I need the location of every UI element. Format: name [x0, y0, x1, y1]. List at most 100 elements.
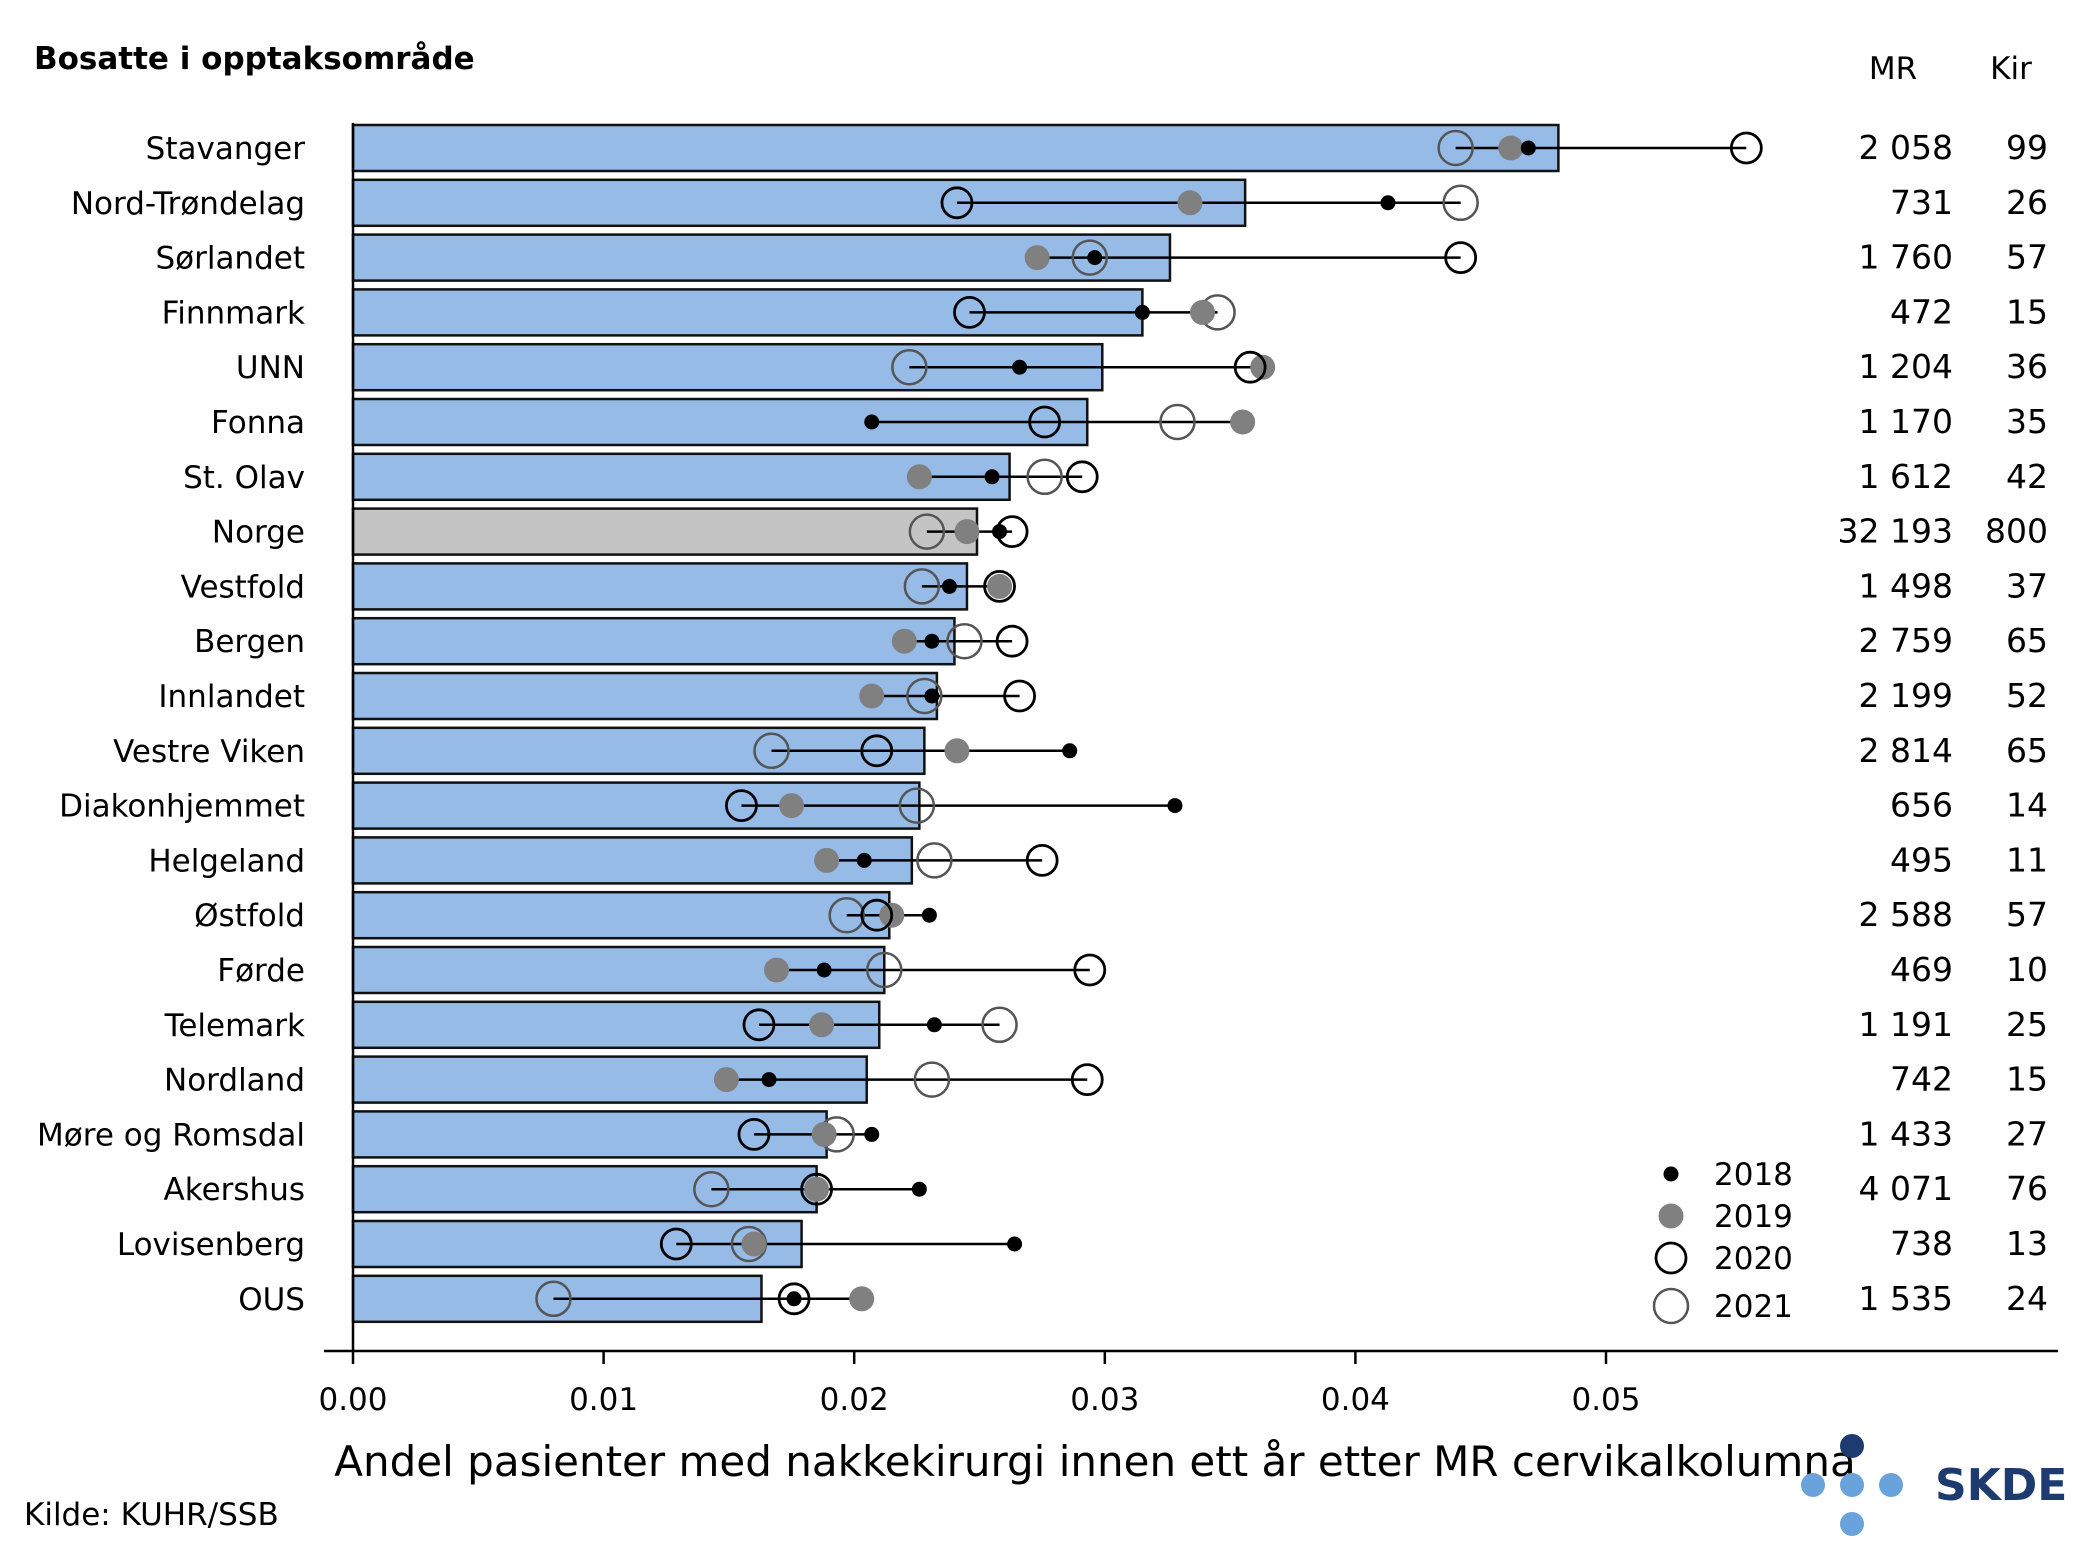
marker-2019-stavanger	[1498, 135, 1524, 161]
x-tick-label-0.01: 0.01	[569, 1382, 638, 1418]
category-label-vestre-viken: Vestre Viken	[113, 734, 305, 770]
mr-count-vestre-viken: 2 814	[1859, 731, 1953, 770]
marker-2018-helgeland	[856, 852, 872, 868]
mr-count-møre-og-romsdal: 1 433	[1859, 1114, 1953, 1153]
marker-2021-vestre-viken	[753, 732, 790, 770]
marker-2018-bergen	[924, 633, 940, 649]
marker-2019-nord-trøndelag	[1177, 190, 1203, 216]
x-tick-label-0.05: 0.05	[1571, 1382, 1640, 1418]
mr-count-helgeland: 495	[1890, 840, 1953, 879]
marker-2019-telemark	[809, 1012, 835, 1038]
count-column-layer: 2 058 99 731 26 1 760 57 472 15 1 204 36 1 170 35 1 …	[1838, 128, 2048, 1318]
kir-count-unn: 36	[2006, 347, 2048, 386]
legend-label-2019: 2019	[1714, 1199, 1793, 1235]
kir-count-innlandet: 52	[2006, 676, 2048, 715]
mr-count-nordland: 742	[1890, 1060, 1953, 1099]
marker-2018-unn	[1012, 359, 1028, 375]
marker-2021-innlandet	[906, 677, 943, 715]
marker-2021-sørlandet	[1071, 239, 1109, 276]
marker-2020-helgeland	[1025, 844, 1059, 877]
mr-count-innlandet: 2 199	[1859, 676, 1953, 715]
kir-count-bergen: 65	[2006, 621, 2048, 660]
marker-2021-nordland	[913, 1061, 951, 1098]
marker-2018-nordland	[761, 1072, 777, 1088]
kir-count-lovisenberg: 13	[2006, 1224, 2048, 1263]
kir-count-finnmark: 15	[2006, 292, 2048, 331]
marker-2019-sørlandet	[1024, 245, 1050, 271]
marker-2018-finnmark	[1134, 304, 1150, 320]
kir-count-stavanger: 99	[2006, 128, 2048, 167]
marker-2020-bergen	[995, 624, 1029, 658]
kir-count-vestre-viken: 65	[2006, 731, 2048, 770]
marker-2019-helgeland	[814, 847, 840, 873]
category-label-layer: Stavanger Nord-Trøndelag Sørlandet Finnmark…	[37, 131, 305, 1318]
marker-2018-stavanger	[1520, 140, 1536, 156]
kir-count-møre-og-romsdal: 27	[2006, 1114, 2048, 1153]
logo-wordmark: SKDE	[1935, 1460, 2067, 1511]
marker-2018-østfold	[921, 907, 937, 923]
legend-marker-2018	[1663, 1166, 1679, 1182]
marker-2018-st-olav	[984, 469, 1000, 485]
bar-stavanger	[351, 123, 1560, 173]
marker-2021-telemark	[981, 1006, 1018, 1044]
marker-2020-førde	[1073, 953, 1107, 987]
marker-2019-ous	[849, 1286, 875, 1312]
bar-st-olav	[351, 452, 1011, 502]
category-label-bergen: Bergen	[194, 624, 305, 660]
category-label-stavanger: Stavanger	[146, 131, 306, 167]
marker-2021-norge	[908, 513, 946, 550]
kir-count-akershus: 76	[2006, 1169, 2048, 1208]
marker-2020-lovisenberg	[659, 1227, 693, 1261]
category-label-unn: UNN	[236, 350, 305, 386]
marker-2021-fonna	[1159, 403, 1196, 441]
marker-2018-vestfold	[941, 578, 957, 594]
mr-count-diakonhjemmet: 656	[1890, 786, 1953, 825]
logo-dot-right	[1879, 1473, 1903, 1497]
marker-2020-fonna	[1028, 405, 1062, 439]
marker-2021-ous	[535, 1280, 572, 1318]
marker-2018-innlandet	[924, 688, 940, 704]
marker-2019-vestfold	[987, 573, 1013, 599]
marker-2020-stavanger	[1729, 131, 1763, 165]
mr-count-telemark: 1 191	[1859, 1005, 1953, 1044]
mr-count-akershus: 4 071	[1859, 1169, 1953, 1208]
mr-count-sørlandet: 1 760	[1859, 238, 1953, 277]
marker-2020-møre-og-romsdal	[737, 1118, 771, 1151]
kir-count-telemark: 25	[2006, 1005, 2048, 1044]
kir-count-østfold: 57	[2006, 895, 2048, 934]
x-axis-label: Andel pasienter med nakkekirurgi innen e…	[334, 1437, 1855, 1486]
mr-count-førde: 469	[1890, 950, 1953, 989]
x-tick-label-0.00: 0.00	[318, 1382, 387, 1418]
category-label-fonna: Fonna	[211, 405, 305, 441]
marker-2021-nord-trøndelag	[1442, 184, 1479, 222]
category-label-lovisenberg: Lovisenberg	[117, 1227, 305, 1263]
legend-marker-2020	[1654, 1241, 1688, 1275]
marker-2018-førde	[816, 962, 832, 978]
category-label-sørlandet: Sørlandet	[155, 241, 305, 277]
kir-count-sørlandet: 57	[2006, 238, 2048, 277]
marker-2018-lovisenberg	[1007, 1236, 1023, 1252]
category-label-st-olav: St. Olav	[183, 460, 305, 496]
category-label-finnmark: Finnmark	[162, 295, 305, 331]
category-label-telemark: Telemark	[164, 1008, 305, 1044]
kir-count-nordland: 15	[2006, 1060, 2048, 1099]
mr-column-header: MR	[1869, 51, 1917, 87]
mr-count-unn: 1 204	[1859, 347, 1953, 386]
category-label-helgeland: Helgeland	[148, 843, 305, 879]
marker-2019-st-olav	[906, 464, 932, 490]
logo-dot-left	[1801, 1473, 1825, 1497]
kir-count-nord-trøndelag: 26	[2006, 183, 2048, 222]
category-label-østfold: Østfold	[194, 898, 305, 934]
legend-label-2020: 2020	[1714, 1241, 1793, 1277]
logo-dot-bottom	[1840, 1512, 1864, 1536]
mr-count-norge: 32 193	[1838, 512, 1953, 551]
category-label-førde: Førde	[217, 953, 305, 989]
marker-2019-førde	[764, 957, 790, 983]
marker-2020-vestre-viken	[860, 734, 894, 768]
marker-2021-diakonhjemmet	[898, 787, 936, 824]
marker-2020-nord-trøndelag	[940, 186, 974, 220]
kir-count-norge: 800	[1985, 512, 2048, 551]
marker-2019-lovisenberg	[741, 1231, 767, 1257]
marker-2019-nordland	[713, 1067, 739, 1093]
